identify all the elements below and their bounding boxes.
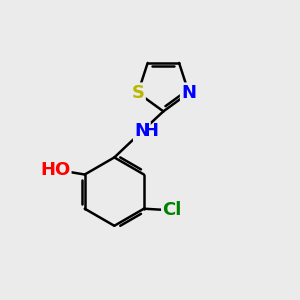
Text: H: H (144, 122, 159, 140)
Text: HO: HO (40, 161, 70, 179)
Text: N: N (134, 122, 149, 140)
Text: Cl: Cl (163, 201, 182, 219)
Text: N: N (181, 84, 196, 102)
Text: S: S (131, 84, 144, 102)
